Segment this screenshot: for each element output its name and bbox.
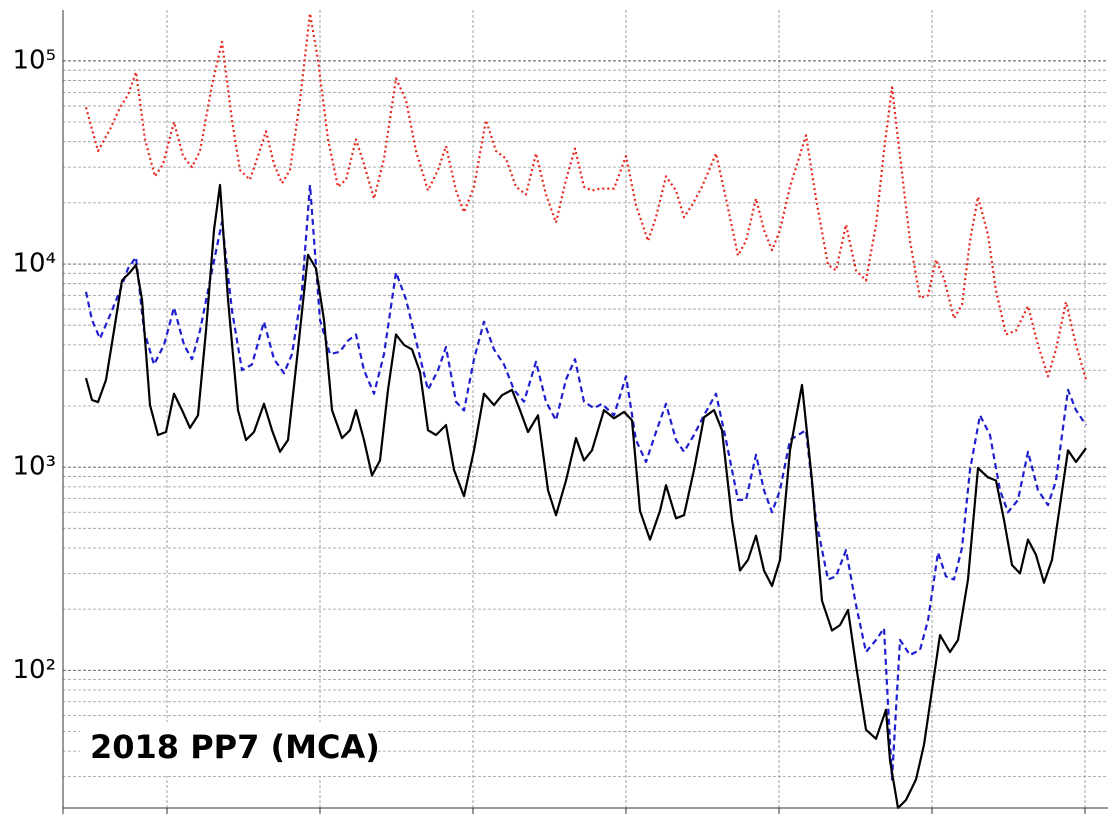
lines [84, 12, 1088, 810]
series-line [84, 183, 1087, 810]
annotation: 2018 PP7 (MCA) [90, 728, 380, 766]
y-tick-label: 10⁵ [12, 45, 56, 75]
y-tick-label: 10⁴ [12, 249, 56, 279]
y-tick-label: 10² [12, 655, 56, 685]
axes: 10² 10³ 10⁴ 10⁵ [12, 10, 1108, 814]
y-tick-label: 10³ [12, 452, 56, 482]
series-line [84, 12, 1088, 380]
series-line [84, 183, 1087, 781]
annotation-box [80, 722, 376, 776]
grid [63, 10, 1108, 808]
